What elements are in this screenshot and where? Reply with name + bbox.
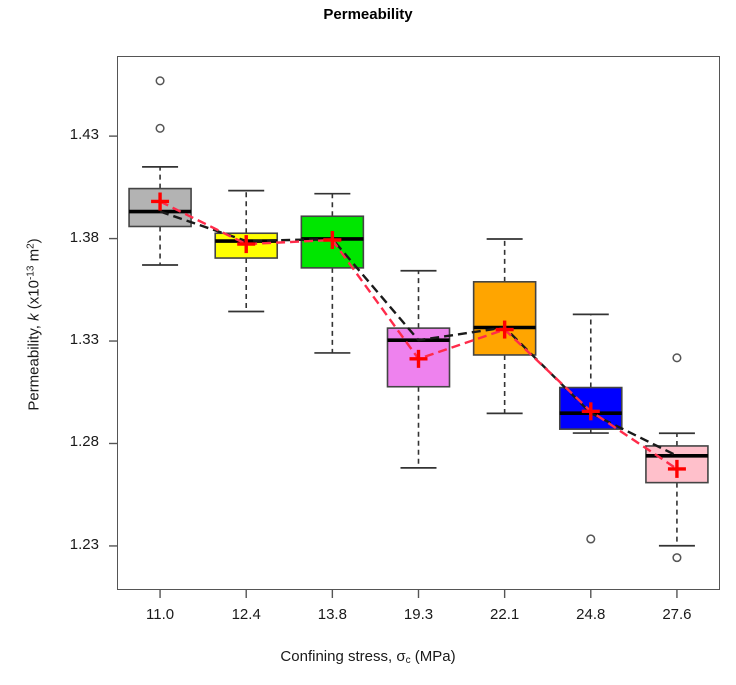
y-axis-title-unit: m bbox=[25, 248, 43, 266]
x-tick-label: 24.8 bbox=[576, 606, 606, 623]
y-axis-title-unit-exponent: 2 bbox=[25, 243, 37, 249]
x-axis-title: Confining stress, σc (MPa) bbox=[0, 648, 736, 666]
y-axis-title-prefix: Permeability, bbox=[25, 320, 43, 411]
x-tick-label: 13.8 bbox=[317, 606, 347, 623]
y-axis-title-open: (x10 bbox=[25, 280, 43, 314]
y-axis-title-close: ) bbox=[25, 238, 43, 244]
x-tick-label: 27.6 bbox=[662, 606, 692, 623]
x-tick-label: 12.4 bbox=[231, 606, 261, 623]
y-axis-title-exponent: -13 bbox=[25, 265, 37, 281]
y-tick-label: 1.33 bbox=[69, 331, 99, 349]
x-tick-label: 11.0 bbox=[146, 606, 175, 623]
sigma-subscript: c bbox=[405, 655, 411, 667]
chart-title: Permeability bbox=[323, 6, 413, 23]
y-tick-label: 1.43 bbox=[69, 126, 99, 144]
y-axis-title: Permeability, k (x10-13 m2) bbox=[26, 115, 43, 535]
y-tick-label: 1.23 bbox=[69, 535, 99, 553]
x-axis-title-suffix: (MPa) bbox=[410, 648, 456, 665]
y-tick-label: 1.28 bbox=[69, 433, 99, 451]
x-tick-label: 22.1 bbox=[490, 606, 520, 623]
x-axis-title-prefix: Confining stress, bbox=[280, 648, 397, 665]
x-tick-label: 19.3 bbox=[403, 606, 434, 623]
y-axis-title-symbol: k bbox=[25, 313, 43, 321]
plot-area bbox=[117, 56, 720, 590]
sigma-symbol: σ bbox=[396, 648, 406, 665]
y-tick-label: 1.38 bbox=[69, 228, 99, 246]
